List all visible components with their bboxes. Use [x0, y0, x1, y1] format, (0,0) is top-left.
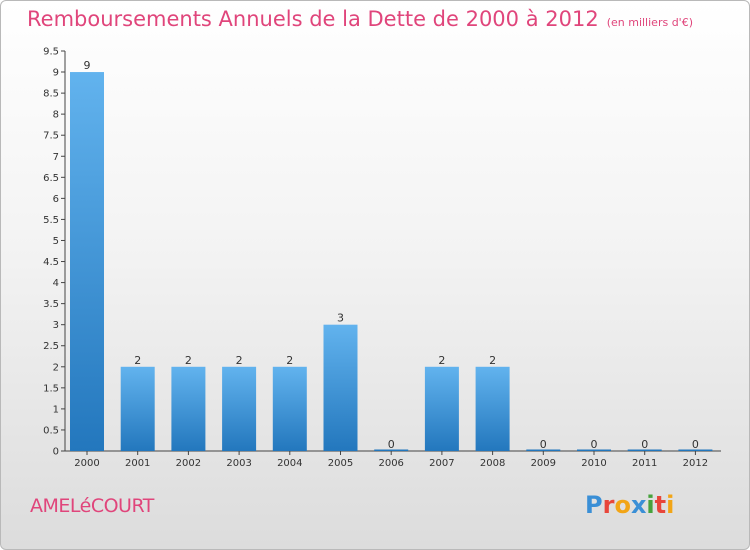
- brand-letter: i: [646, 491, 655, 519]
- bar-value-label: 0: [540, 438, 547, 451]
- title-unit: (en milliers d'€): [606, 16, 693, 29]
- x-tick-label: 2011: [632, 458, 657, 469]
- bar: [272, 366, 307, 451]
- bar: [120, 366, 155, 451]
- y-tick-label: 2.5: [43, 341, 59, 352]
- y-tick-label: 8.5: [43, 89, 59, 100]
- x-tick-label: 2002: [176, 458, 201, 469]
- x-tick-label: 2005: [328, 458, 353, 469]
- y-tick-label: 7.5: [43, 131, 59, 142]
- bar-value-label: 0: [641, 438, 648, 451]
- commune-name: AMELéCOURT: [30, 495, 154, 517]
- y-tick-label: 1.5: [43, 383, 59, 394]
- bar: [222, 366, 257, 451]
- y-tick-label: 2: [53, 362, 59, 373]
- bar: [323, 324, 358, 451]
- bar-value-label: 0: [591, 438, 598, 451]
- bar-value-label: 0: [388, 438, 395, 451]
- y-tick-label: 9: [53, 68, 59, 79]
- x-tick-label: 2001: [125, 458, 150, 469]
- brand-letter: r: [602, 491, 615, 519]
- brand-logo: Proxiti: [585, 491, 674, 519]
- bar-value-label: 2: [134, 354, 141, 367]
- bar-value-label: 2: [185, 354, 192, 367]
- brand-letter: P: [585, 491, 603, 519]
- y-tick-label: 7: [53, 152, 59, 163]
- y-tick-label: 1: [53, 404, 59, 415]
- bar: [475, 366, 510, 451]
- y-tick-label: 8: [53, 110, 59, 121]
- x-tick-label: 2009: [531, 458, 556, 469]
- bar: [374, 449, 409, 451]
- brand-letter: o: [614, 491, 631, 519]
- y-tick-label: 9.5: [43, 47, 59, 58]
- bar-value-label: 0: [692, 438, 699, 451]
- bar: [70, 72, 104, 451]
- bar: [627, 449, 662, 451]
- y-tick-label: 4: [53, 278, 59, 289]
- bar: [171, 366, 206, 451]
- y-tick-label: 4.5: [43, 257, 59, 268]
- brand-letter: i: [666, 491, 675, 519]
- y-tick-label: 0: [53, 447, 59, 458]
- brand-letter: x: [630, 491, 647, 519]
- y-tick-label: 5.5: [43, 215, 59, 226]
- bar: [424, 366, 459, 451]
- bar-value-label: 3: [337, 312, 344, 325]
- y-tick-label: 3: [53, 320, 59, 331]
- y-tick-label: 0.5: [43, 425, 59, 436]
- y-tick-label: 6: [53, 194, 59, 205]
- x-tick-label: 2006: [378, 458, 403, 469]
- chart-title: Remboursements Annuels de la Dette de 20…: [27, 7, 693, 31]
- x-tick-label: 2007: [429, 458, 454, 469]
- bar-value-label: 9: [84, 59, 91, 72]
- bar-value-label: 2: [286, 354, 293, 367]
- brand-letter: t: [654, 491, 667, 519]
- y-tick-label: 5: [53, 236, 59, 247]
- bar-value-label: 2: [438, 354, 445, 367]
- bar: [577, 449, 611, 451]
- bar-value-label: 2: [489, 354, 496, 367]
- title-text: Remboursements Annuels de la Dette de 20…: [27, 7, 599, 31]
- bar-value-label: 2: [236, 354, 243, 367]
- x-tick-label: 2004: [277, 458, 302, 469]
- bar: [678, 449, 713, 451]
- y-tick-label: 6.5: [43, 173, 59, 184]
- x-tick-label: 2010: [581, 458, 606, 469]
- x-tick-label: 2000: [74, 458, 99, 469]
- x-tick-label: 2008: [480, 458, 505, 469]
- y-tick-label: 3.5: [43, 299, 59, 310]
- x-tick-label: 2003: [226, 458, 251, 469]
- x-tick-label: 2012: [683, 458, 708, 469]
- bar: [526, 449, 561, 451]
